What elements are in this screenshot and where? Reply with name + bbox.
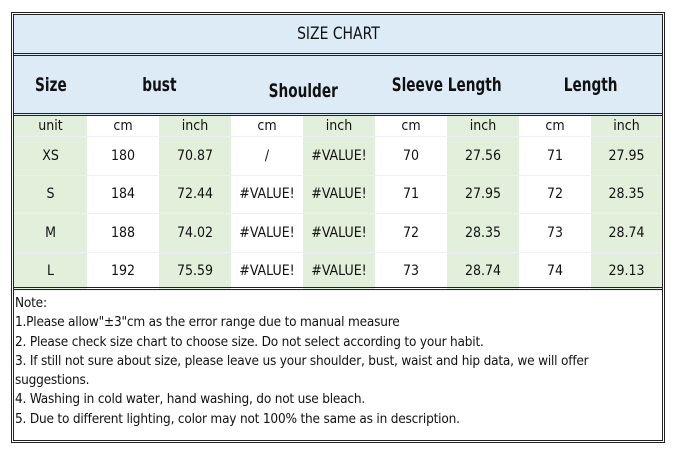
note-line: Note: (15, 295, 47, 311)
table-cell: 73 (375, 252, 447, 291)
table-cell: 73 (519, 213, 591, 253)
table-row: XS 180 70.87/#VALUE! 70 27.56 71 27.95 (14, 136, 662, 176)
table-cell: 27.56 (447, 136, 519, 176)
table-cell: cm (375, 116, 447, 137)
table-cell: #VALUE! (231, 175, 303, 214)
size-table: unit cm inch cm inch cm inch cm inch XS 180 70.87/#… (14, 116, 662, 291)
unit-row: unit cm inch cm inch cm inch cm inch (14, 116, 662, 137)
table-cell: 71 (375, 175, 447, 214)
header-shoulder: Shoulder (268, 79, 338, 102)
header-sleeve-length: Sleeve Length (392, 73, 502, 96)
table-cell: #VALUE! (303, 252, 375, 291)
table-cell: L (14, 252, 87, 291)
table-cell: 28.74 (591, 213, 662, 253)
header-row: Size bust Shoulder Sleeve Length Length (14, 56, 662, 116)
table-cell: inch (447, 116, 519, 137)
table-cell: #VALUE! (231, 252, 303, 291)
table-cell: inch (591, 116, 662, 137)
table-cell: cm (87, 116, 159, 137)
table-cell: M (14, 213, 87, 253)
table-cell: #VALUE! (303, 175, 375, 214)
header-size: Size (34, 73, 67, 96)
header-length: Length (563, 73, 618, 96)
table-cell: 72 (375, 213, 447, 253)
table-cell: #VALUE! (303, 213, 375, 253)
table-cell: 188 (87, 213, 159, 253)
chart-title: SIZE CHART (14, 15, 662, 56)
note-line: 5. Due to different lighting, color may … (15, 410, 460, 427)
table-row: M 188 74.02 #VALUE! #VALUE! 72 28.35 73 28.74 (14, 213, 662, 253)
note-line: 4. Washing in cold water, hand washing, … (15, 391, 366, 408)
notes-section: Note: 1.Please allow"±3"cm as the error r… (14, 287, 662, 440)
table-row: L 192 75.59 #VALUE! #VALUE! 73 28.74 74 29.13 (14, 252, 662, 291)
table-cell: 28.74 (447, 252, 519, 291)
size-chart: SIZE CHART Size bust Shoulder Sleeve Len… (11, 12, 665, 443)
note-line: 1.Please allow"±3"cm as the error range … (15, 314, 400, 331)
table-cell: 27.95 (447, 175, 519, 214)
table-cell: #VALUE! (231, 213, 303, 253)
table-cell: 74.02 (159, 213, 231, 253)
table-cell: 192 (87, 252, 159, 291)
table-cell: 27.95 (591, 136, 662, 176)
table-cell: 180 (87, 136, 159, 176)
table-cell: 75.59 (159, 252, 231, 291)
table-cell: cm (231, 116, 303, 137)
table-cell: 28.35 (591, 175, 662, 214)
header-bust: bust (141, 73, 177, 96)
table-cell: 71 (519, 136, 591, 176)
table-cell: XS (14, 136, 87, 176)
table-cell: 70.87 (159, 136, 231, 176)
table-cell: #VALUE! (303, 136, 375, 176)
table-cell: 72 (519, 175, 591, 214)
note-line: 3. If still not sure about size, please … (15, 352, 589, 369)
table-cell: unit (14, 116, 87, 137)
table-cell: 28.35 (447, 213, 519, 253)
table-cell: inch (303, 116, 375, 137)
table-cell: 74 (519, 252, 591, 291)
note-line: suggestions. (15, 372, 90, 389)
table-cell: inch (159, 116, 231, 137)
table-row: S 184 72.44 #VALUE! #VALUE! 71 27.95 72 28.35 (14, 175, 662, 214)
table-cell: 29.13 (591, 252, 662, 291)
table-cell: 184 (87, 175, 159, 214)
table-cell: / (231, 136, 303, 176)
table-cell: S (14, 175, 87, 214)
table-cell: cm (519, 116, 591, 137)
table-cell: 72.44 (159, 175, 231, 214)
note-line: 2. Please check size chart to choose siz… (15, 333, 484, 350)
table-cell: 70 (375, 136, 447, 176)
